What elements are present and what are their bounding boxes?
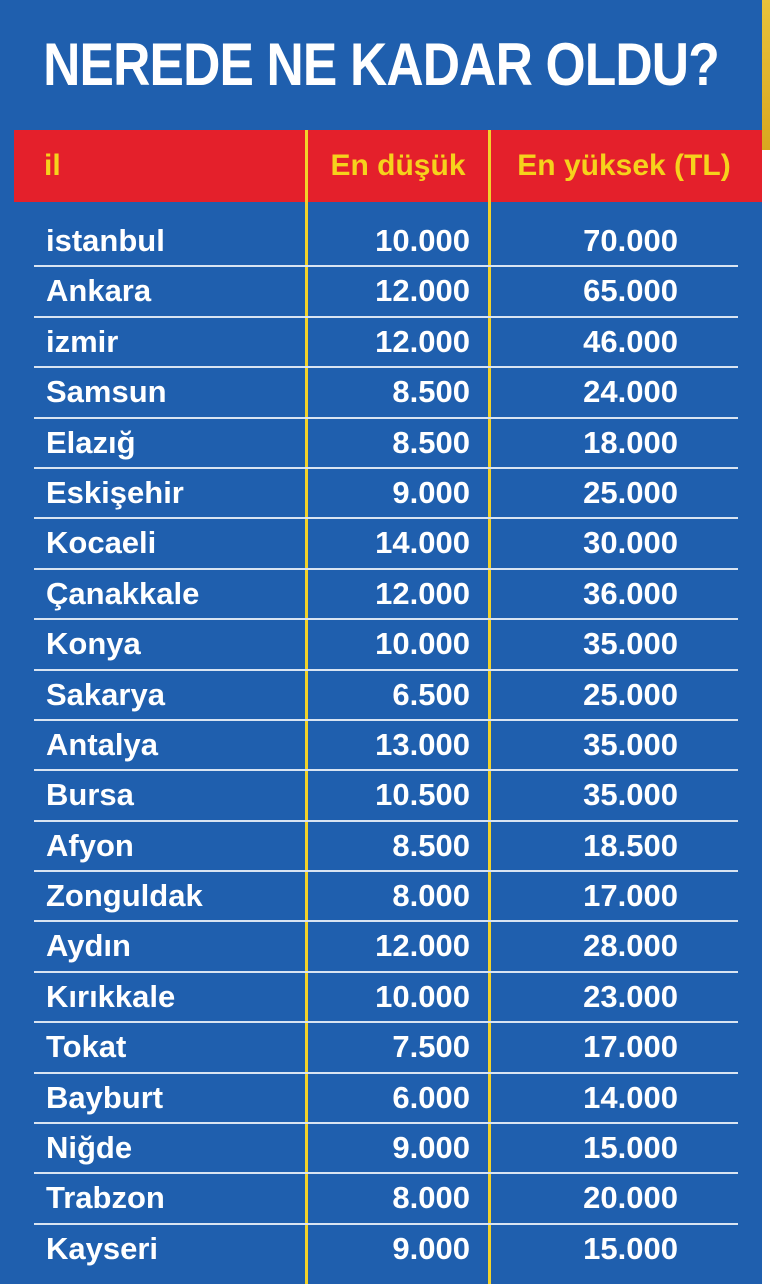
min-value-cell: 9.000: [392, 1130, 470, 1166]
max-value-cell: 15.000: [583, 1130, 678, 1166]
max-value-cell: 70.000: [583, 223, 678, 258]
city-cell: Elazığ: [46, 424, 136, 460]
city-cell: Kırıkkale: [46, 978, 176, 1014]
city-cell: Bursa: [46, 777, 134, 813]
max-value-cell: 18.500: [583, 827, 678, 863]
table-row: Kocaeli 14.000 30.000: [14, 519, 762, 571]
max-value-cell: 30.000: [583, 525, 678, 561]
max-value-cell: 23.000: [583, 978, 678, 1014]
city-cell: Ankara: [46, 273, 152, 309]
table-row: Çanakkale 12.000 36.000: [14, 570, 762, 621]
table-row: Kırıkkale 10.000 23.000: [14, 973, 762, 1024]
city-cell: Zonguldak: [46, 878, 203, 914]
city-cell: Konya: [46, 626, 141, 662]
min-value-cell: 7.500: [392, 1029, 470, 1065]
table-body: istanbul 10.000 70.000 Ankara 12.000 65.000 iz…: [14, 217, 762, 1275]
city-cell: Kocaeli: [46, 525, 157, 561]
min-value-cell: 10.500: [375, 777, 470, 813]
table-row: Elazığ 8.500 18.000: [14, 419, 762, 470]
city-cell: Trabzon: [46, 1180, 165, 1216]
table-row: Kayseri 9.000 15.000: [14, 1225, 762, 1275]
page-title: NEREDE NE KADAR OLDU?: [43, 30, 720, 98]
max-value-cell: 20.000: [583, 1180, 678, 1216]
max-value-cell: 17.000: [583, 878, 678, 914]
table-row: Ankara 12.000 65.000: [14, 267, 762, 319]
min-value-cell: 6.000: [392, 1079, 470, 1115]
city-cell: Eskişehir: [46, 474, 184, 510]
column-divider: [488, 130, 491, 1284]
max-value-cell: 14.000: [583, 1079, 678, 1115]
min-value-cell: 6.500: [392, 676, 470, 712]
max-value-cell: 15.000: [583, 1230, 678, 1266]
table-row: Aydın 12.000 28.000: [14, 922, 762, 974]
table-row: Niğde 9.000 15.000: [14, 1124, 762, 1175]
min-value-cell: 10.000: [375, 223, 470, 258]
table-row: Zonguldak 8.000 17.000: [14, 872, 762, 923]
max-value-cell: 17.000: [583, 1029, 678, 1065]
min-value-cell: 12.000: [375, 323, 470, 359]
min-value-cell: 10.000: [375, 978, 470, 1014]
column-header-en-dusuk: En düşük: [330, 149, 466, 182]
table-row: Trabzon 8.000 20.000: [14, 1174, 762, 1226]
min-value-cell: 12.000: [375, 575, 470, 611]
table-row: Bayburt 6.000 14.000: [14, 1074, 762, 1125]
city-cell: Afyon: [46, 827, 134, 863]
city-cell: Sakarya: [46, 676, 165, 712]
edge-strip: [762, 0, 770, 150]
min-value-cell: 12.000: [375, 273, 470, 309]
max-value-cell: 65.000: [583, 273, 678, 309]
table-row: Afyon 8.500 18.500: [14, 822, 762, 873]
max-value-cell: 36.000: [583, 575, 678, 611]
min-value-cell: 12.000: [375, 928, 470, 964]
city-cell: Bayburt: [46, 1079, 164, 1115]
min-value-cell: 9.000: [392, 1230, 470, 1266]
min-value-cell: 8.500: [392, 827, 470, 863]
max-value-cell: 25.000: [583, 676, 678, 712]
table-header: il En düşük En yüksek (TL): [14, 130, 762, 202]
column-header-il: il: [44, 149, 61, 182]
table-row: Bursa 10.500 35.000: [14, 771, 762, 823]
min-value-cell: 10.000: [375, 626, 470, 662]
min-value-cell: 9.000: [392, 474, 470, 510]
table-row: Eskişehir 9.000 25.000: [14, 469, 762, 520]
max-value-cell: 24.000: [583, 374, 678, 410]
min-value-cell: 8.500: [392, 374, 470, 410]
max-value-cell: 35.000: [583, 777, 678, 813]
min-value-cell: 8.000: [392, 1180, 470, 1216]
max-value-cell: 35.000: [583, 626, 678, 662]
max-value-cell: 28.000: [583, 928, 678, 964]
city-cell: Niğde: [46, 1130, 133, 1166]
city-cell: Samsun: [46, 374, 167, 410]
min-value-cell: 8.000: [392, 878, 470, 914]
city-cell: Çanakkale: [46, 575, 200, 611]
table-row: Samsun 8.500 24.000: [14, 368, 762, 419]
table-row: Tokat 7.500 17.000: [14, 1023, 762, 1075]
city-cell: Aydın: [46, 928, 131, 964]
max-value-cell: 46.000: [583, 323, 678, 359]
table-row: Sakarya 6.500 25.000: [14, 671, 762, 722]
city-cell: Antalya: [46, 726, 158, 762]
min-value-cell: 14.000: [375, 525, 470, 561]
min-value-cell: 8.500: [392, 424, 470, 460]
table-row: Konya 10.000 35.000: [14, 620, 762, 671]
column-divider: [305, 130, 308, 1284]
column-header-en-yuksek: En yüksek (TL): [517, 149, 731, 182]
max-value-cell: 25.000: [583, 474, 678, 510]
min-value-cell: 13.000: [375, 726, 470, 762]
city-cell: istanbul: [46, 223, 165, 258]
city-cell: Tokat: [46, 1029, 127, 1065]
max-value-cell: 35.000: [583, 726, 678, 762]
max-value-cell: 18.000: [583, 424, 678, 460]
table-row: izmir 12.000 46.000: [14, 318, 762, 369]
table-row: Antalya 13.000 35.000: [14, 721, 762, 772]
city-cell: Kayseri: [46, 1230, 159, 1266]
city-cell: izmir: [46, 323, 119, 359]
table-row: istanbul 10.000 70.000: [14, 217, 762, 268]
